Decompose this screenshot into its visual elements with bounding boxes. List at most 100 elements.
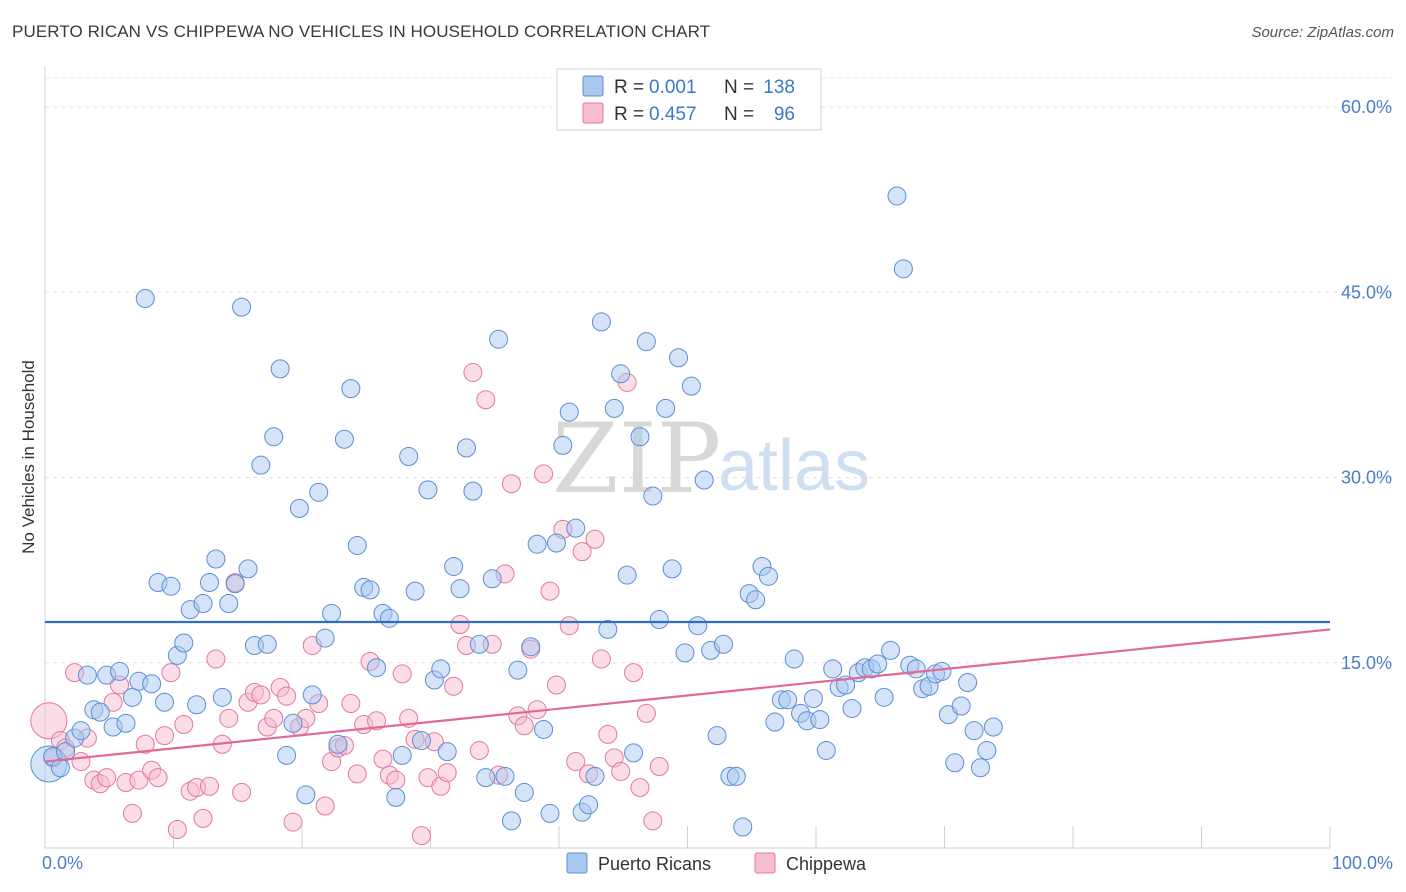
puerto-rican-point-21 (174, 633, 194, 653)
puerto-rican-point-90 (617, 565, 637, 585)
puerto-rican-point-35 (264, 427, 284, 447)
puerto-rican-point-71 (495, 766, 515, 786)
puerto-rican-point-77 (534, 719, 554, 739)
puerto-rican-point-15 (135, 288, 155, 308)
chippewa-point-92 (630, 777, 650, 797)
chippewa-point-19 (161, 663, 181, 683)
x-tick-label-0: 0.0% (42, 853, 83, 873)
legend-swatch-puerto-ricans (582, 75, 604, 97)
puerto-rican-point-80 (553, 435, 573, 455)
legend-r-label-0: R = (614, 77, 644, 98)
chippewa-point-82 (566, 752, 586, 772)
chippewa-point-21 (174, 715, 194, 735)
puerto-rican-point-8 (90, 702, 110, 722)
legend-n-label-1: N = (724, 104, 754, 125)
puerto-rican-point-92 (630, 427, 650, 447)
chippewa-point-33 (251, 685, 271, 705)
puerto-rican-point-29 (225, 574, 245, 594)
chippewa-point-79 (546, 675, 566, 695)
chippewa-point-95 (649, 756, 669, 776)
legend-n-value-0: 138 (763, 77, 795, 98)
puerto-rican-point-76 (527, 534, 547, 554)
puerto-rican-point-12 (116, 713, 136, 733)
puerto-rican-point-112 (758, 566, 778, 586)
y-tick-label-3: 60.0% (1341, 97, 1392, 117)
puerto-rican-point-91 (624, 743, 644, 763)
puerto-rican-point-43 (315, 628, 335, 648)
puerto-rican-point-56 (399, 447, 419, 467)
puerto-rican-point-68 (476, 768, 496, 788)
puerto-rican-point-3 (56, 742, 76, 762)
watermark-zip: ZIP (552, 403, 721, 515)
chippewa-point-14 (129, 770, 149, 790)
legend-r-value-0: 0.001 (649, 77, 697, 98)
puerto-rican-point-13 (122, 687, 142, 707)
chippewa-point-24 (193, 808, 213, 828)
puerto-rican-point-59 (418, 480, 438, 500)
puerto-rican-point-107 (726, 766, 746, 786)
puerto-rican-point-70 (489, 329, 509, 349)
legend: R = 0.001 N = 138 R = 0.457 N = 96 (556, 68, 822, 131)
puerto-rican-point-47 (341, 379, 361, 399)
chippewa-trend-line (44, 628, 1331, 763)
chippewa-point-68 (476, 390, 496, 410)
puerto-rican-point-113 (765, 712, 785, 732)
puerto-rican-point-67 (469, 634, 489, 654)
bottom-legend-label-puerto-ricans: Puerto Ricans (598, 854, 711, 874)
chippewa-point-9 (97, 768, 117, 788)
chippewa-point-66 (463, 363, 483, 383)
puerto-rican-point-89 (611, 364, 631, 384)
puerto-rican-point-72 (501, 811, 521, 831)
puerto-rican-point-66 (463, 481, 483, 501)
chippewa-point-52 (373, 749, 393, 769)
puerto-rican-point-62 (437, 742, 457, 762)
puerto-rican-point-146 (977, 740, 997, 760)
chippewa-point-78 (540, 581, 560, 601)
puerto-rican-point-38 (283, 713, 303, 733)
puerto-rican-point-122 (823, 659, 843, 679)
puerto-rican-point-84 (579, 795, 599, 815)
legend-swatch-chippewa (582, 102, 604, 124)
puerto-rican-point-104 (707, 726, 727, 746)
puerto-rican-point-44 (322, 603, 342, 623)
puerto-rican-point-115 (778, 690, 798, 710)
puerto-rican-point-16 (142, 674, 162, 694)
chippewa-point-20 (167, 819, 187, 839)
puerto-rican-point-132 (887, 186, 907, 206)
puerto-rican-point-78 (540, 803, 560, 823)
y-tick-labels: 15.0% 30.0% 45.0% 60.0% (1341, 97, 1392, 673)
puerto-rican-point-87 (598, 619, 618, 639)
puerto-rican-point-82 (566, 518, 586, 538)
puerto-rican-point-75 (521, 637, 541, 657)
chippewa-point-30 (232, 782, 252, 802)
x-tick-labels: 0.0% 100.0% (42, 853, 1393, 873)
puerto-rican-point-25 (199, 572, 219, 592)
puerto-rican-point-55 (392, 745, 412, 765)
chippewa-point-63 (444, 676, 464, 696)
puerto-rican-point-40 (296, 785, 316, 805)
puerto-rican-point-147 (983, 717, 1003, 737)
chippewa-point-86 (591, 649, 611, 669)
puerto-rican-point-6 (77, 665, 97, 685)
puerto-rican-point-108 (733, 817, 753, 837)
chippewa-point-5 (71, 752, 91, 772)
chippewa-point-38 (283, 812, 303, 832)
puerto-rican-point-110 (746, 590, 766, 610)
legend-n-label-0: N = (724, 77, 754, 98)
puerto-rican-point-5 (71, 721, 91, 741)
puerto-rican-points (30, 186, 1003, 837)
x-tick-label-1: 100.0% (1332, 853, 1393, 873)
puerto-rican-point-37 (277, 745, 297, 765)
chippewa-point-81 (559, 616, 579, 636)
chippewa-point-48 (347, 764, 367, 784)
puerto-rican-point-74 (514, 782, 534, 802)
puerto-rican-point-33 (251, 455, 271, 475)
puerto-rican-point-139 (932, 661, 952, 681)
y-tick-label-0: 15.0% (1341, 653, 1392, 673)
chippewa-point-74 (514, 716, 534, 736)
chippewa-point-89 (611, 761, 631, 781)
puerto-rican-point-97 (662, 559, 682, 579)
puerto-rican-point-100 (681, 376, 701, 396)
puerto-rican-point-85 (585, 766, 605, 786)
